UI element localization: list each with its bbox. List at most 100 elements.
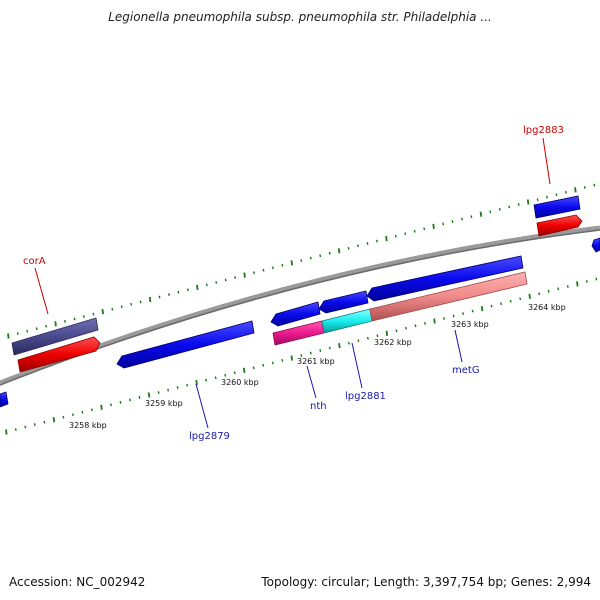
lower-minor-tick <box>585 280 588 283</box>
lower-minor-tick <box>262 363 265 367</box>
feature-edge-right[interactable] <box>591 237 600 253</box>
upper-minor-tick <box>508 205 511 209</box>
lower-minor-tick <box>366 336 369 340</box>
upper-major-tick <box>196 284 199 290</box>
feature-lpg2883-inner[interactable] <box>536 214 583 237</box>
upper-minor-tick <box>583 186 586 189</box>
gene-label-lpg2883[interactable]: lpg2883 <box>523 125 564 136</box>
upper-minor-tick <box>498 207 501 211</box>
upper-minor-tick <box>536 198 539 202</box>
upper-major-tick <box>432 223 435 230</box>
lower-major-tick <box>338 342 341 349</box>
feature-edge-left[interactable] <box>0 391 9 408</box>
feature-corA-outer[interactable] <box>11 317 99 356</box>
lower-minor-tick <box>319 349 322 352</box>
leader-lpg2879 <box>195 383 209 429</box>
topology-summary: Topology: circular; Length: 3,397,754 bp… <box>261 575 591 589</box>
upper-minor-tick <box>413 229 416 233</box>
tick-label: 3260 kbp <box>221 378 259 387</box>
lower-minor-tick <box>271 361 274 365</box>
leader-lpg2881 <box>351 342 363 389</box>
upper-minor-tick <box>309 256 312 260</box>
upper-minor-tick <box>593 183 596 187</box>
lower-minor-tick <box>414 324 417 328</box>
upper-minor-tick <box>130 302 133 306</box>
upper-minor-tick <box>215 281 218 284</box>
feature-corA-inner[interactable] <box>17 336 101 373</box>
feature-lpg2881[interactable] <box>318 290 369 314</box>
lower-minor-tick <box>376 334 379 338</box>
upper-major-tick <box>385 235 388 242</box>
lower-minor-tick <box>538 292 541 296</box>
lower-minor-tick <box>462 312 465 315</box>
tick-label: 3264 kbp <box>528 303 566 312</box>
lower-minor-tick <box>309 351 312 355</box>
lower-major-tick <box>528 293 531 299</box>
upper-major-tick <box>574 187 577 193</box>
gene-label-corA[interactable]: corA <box>23 256 46 267</box>
upper-minor-tick <box>357 244 359 248</box>
lower-major-tick <box>52 417 56 423</box>
upper-minor-tick <box>546 195 548 199</box>
lower-major-tick <box>385 330 389 336</box>
upper-minor-tick <box>281 263 284 267</box>
lower-minor-tick <box>452 314 455 318</box>
gene-label-lpg2881[interactable]: lpg2881 <box>345 391 386 402</box>
feature-lpg2883-outer[interactable] <box>533 195 581 219</box>
upper-minor-tick <box>461 217 463 221</box>
lower-minor-tick <box>138 396 141 399</box>
lower-minor-tick <box>33 423 36 426</box>
upper-minor-tick <box>451 220 454 223</box>
upper-minor-tick <box>64 319 66 323</box>
upper-minor-tick <box>82 315 85 318</box>
lower-minor-tick <box>328 346 331 350</box>
lower-minor-tick <box>471 309 474 313</box>
lower-major-tick <box>100 404 103 410</box>
lower-minor-tick <box>186 383 189 387</box>
lower-minor-tick <box>224 373 227 377</box>
lower-minor-tick <box>129 398 131 402</box>
leader-metG <box>454 329 463 363</box>
upper-minor-tick <box>92 312 95 316</box>
upper-minor-tick <box>564 190 567 194</box>
upper-minor-tick <box>139 300 142 304</box>
feature-lpg2879[interactable] <box>116 320 255 369</box>
gene-label-nth[interactable]: nth <box>310 401 327 412</box>
lower-minor-tick <box>90 408 93 412</box>
gene-label-lpg2879[interactable]: lpg2879 <box>189 431 230 442</box>
upper-minor-tick <box>73 317 76 321</box>
lower-minor-tick <box>395 329 398 333</box>
upper-minor-tick <box>16 332 19 335</box>
feature-cyan-block[interactable] <box>321 308 373 334</box>
feature-metG[interactable] <box>366 255 524 302</box>
leader-corA <box>34 267 49 315</box>
feature-salmon-block[interactable] <box>369 271 528 322</box>
upper-minor-tick <box>404 232 407 236</box>
lower-major-tick <box>243 367 246 373</box>
gene-label-metG[interactable]: metG <box>452 365 480 376</box>
lower-minor-tick <box>443 317 445 320</box>
lower-minor-tick <box>81 410 84 414</box>
lower-minor-tick <box>519 297 522 301</box>
lower-minor-tick <box>14 428 17 431</box>
tick-label: 3263 kbp <box>451 320 489 329</box>
lower-minor-tick <box>500 302 503 306</box>
upper-major-tick <box>101 308 104 315</box>
upper-minor-tick <box>111 307 114 311</box>
tick-label: 3259 kbp <box>145 399 183 408</box>
upper-minor-tick <box>319 254 322 258</box>
tick-label: 3262 kbp <box>374 338 412 347</box>
upper-major-tick <box>7 333 10 339</box>
lower-minor-tick <box>547 289 550 293</box>
upper-minor-tick <box>177 290 180 294</box>
lower-minor-tick <box>490 304 493 308</box>
upper-minor-tick <box>517 203 520 206</box>
lower-minor-tick <box>595 277 598 281</box>
feature-nth[interactable] <box>270 301 321 327</box>
lower-major-tick <box>433 318 436 324</box>
lower-minor-tick <box>24 425 27 429</box>
lower-major-tick <box>5 429 8 435</box>
lower-minor-tick <box>43 420 46 424</box>
